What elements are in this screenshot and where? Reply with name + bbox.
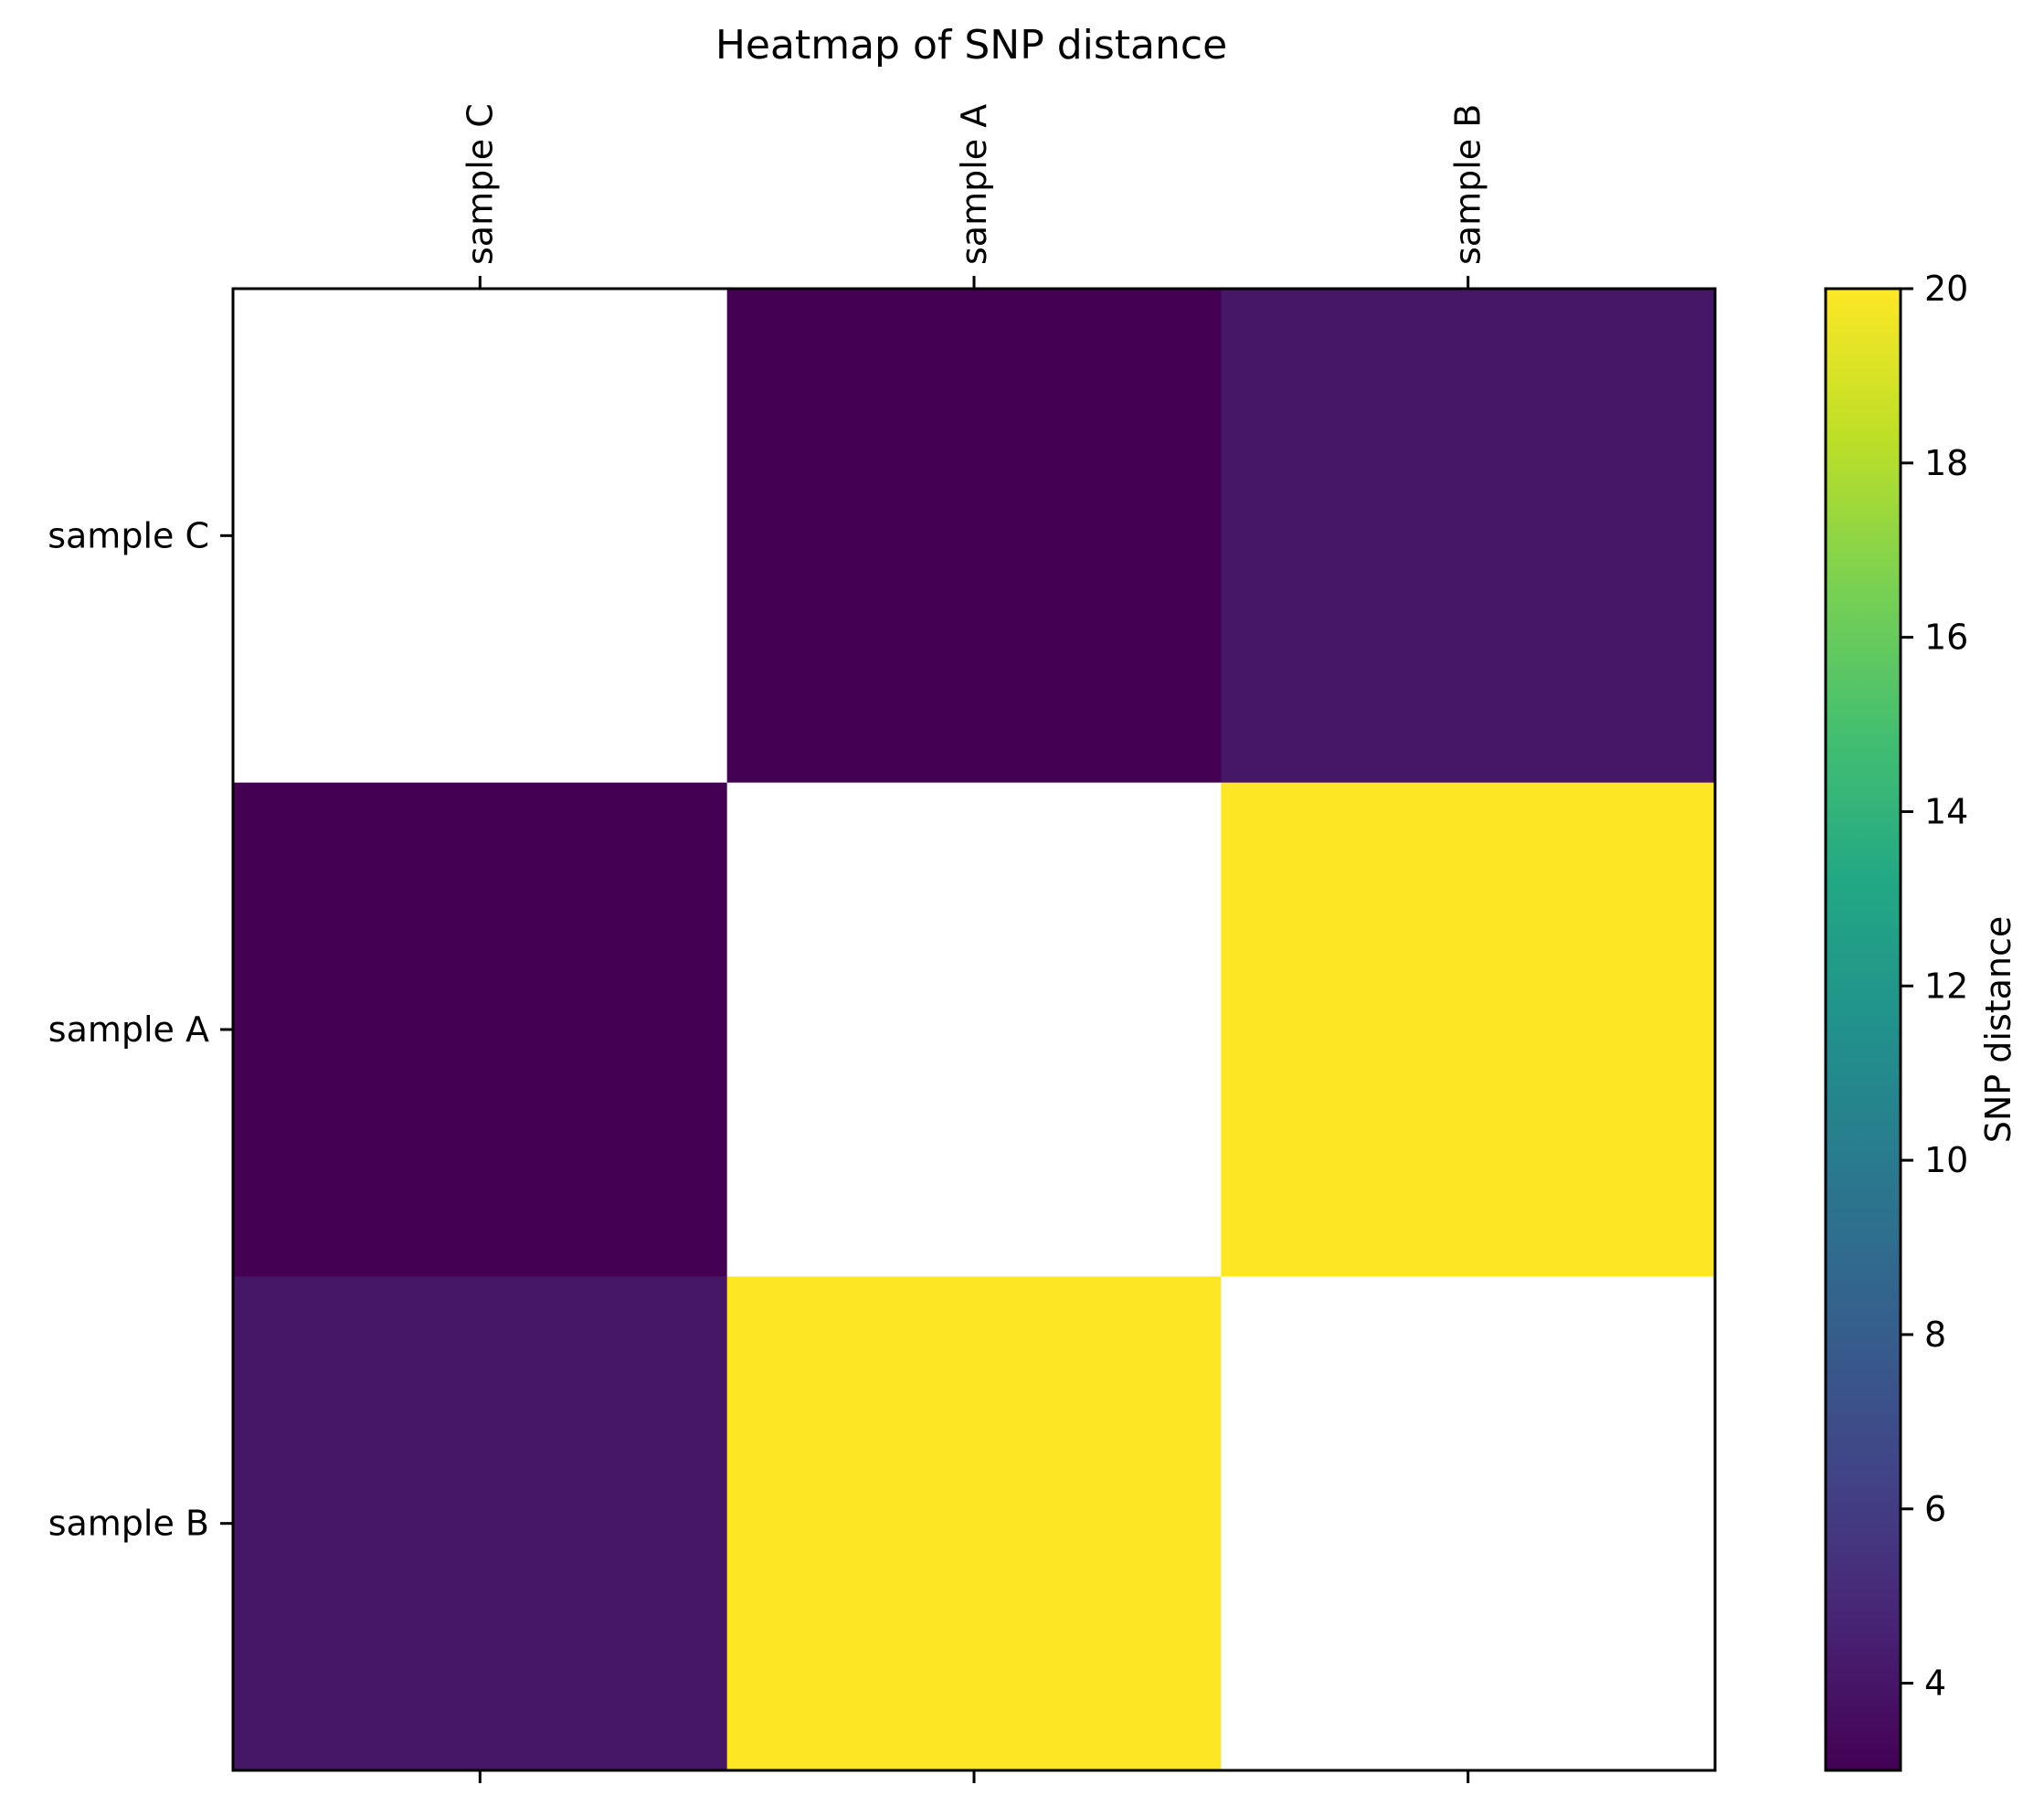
heatmap-cell-0-2 bbox=[1221, 289, 1716, 784]
heatmap-cell-0-1 bbox=[726, 289, 1222, 784]
heatmap-cell-2-0 bbox=[233, 1276, 728, 1771]
colorbar-tick-label: 4 bbox=[1924, 1663, 1946, 1704]
colorbar-tick-label: 18 bbox=[1924, 443, 1968, 483]
colorbar: 4 6 8 10 12 14 16 18 20 SNP distance bbox=[1824, 269, 2018, 1772]
heatmap-cells bbox=[233, 289, 1716, 1771]
heatmap-cell-2-2 bbox=[1221, 1276, 1716, 1771]
x-tick-label: sample A bbox=[954, 104, 994, 265]
colorbar-tick-label: 8 bbox=[1924, 1315, 1946, 1355]
colorbar-tick-label: 14 bbox=[1924, 791, 1968, 831]
colorbar-label: SNP distance bbox=[1978, 916, 2018, 1144]
x-axis-top: sample C sample A sample B bbox=[460, 103, 1488, 289]
y-tick-label: sample B bbox=[48, 1504, 209, 1544]
x-axis-bottom bbox=[478, 1770, 1470, 1783]
heatmap-cell-1-0 bbox=[233, 782, 728, 1277]
colorbar-frame bbox=[1824, 287, 1902, 1772]
heatmap-cell-2-1 bbox=[726, 1276, 1222, 1771]
colorbar-gradient bbox=[1826, 289, 1901, 1770]
heatmap-cell-1-1 bbox=[726, 782, 1222, 1277]
colorbar-tick-label: 10 bbox=[1924, 1140, 1968, 1180]
heatmap-cell-1-2 bbox=[1221, 782, 1716, 1277]
colorbar-ticks: 4 6 8 10 12 14 16 18 20 bbox=[1901, 269, 1968, 1704]
colorbar-tick-label: 16 bbox=[1924, 618, 1968, 658]
chart-title: Heatmap of SNP distance bbox=[715, 22, 1227, 69]
y-tick-label: sample A bbox=[48, 1009, 209, 1050]
colorbar-tick-label: 20 bbox=[1924, 269, 1968, 309]
colorbar-tick-label: 6 bbox=[1924, 1489, 1946, 1529]
y-axis: sample C sample A sample B bbox=[48, 515, 233, 1544]
y-tick-label: sample C bbox=[48, 515, 209, 555]
heatmap-cell-0-0 bbox=[233, 289, 728, 784]
x-tick-label: sample B bbox=[1448, 104, 1488, 265]
x-tick-label: sample C bbox=[460, 103, 500, 265]
colorbar-tick-label: 12 bbox=[1924, 966, 1968, 1006]
